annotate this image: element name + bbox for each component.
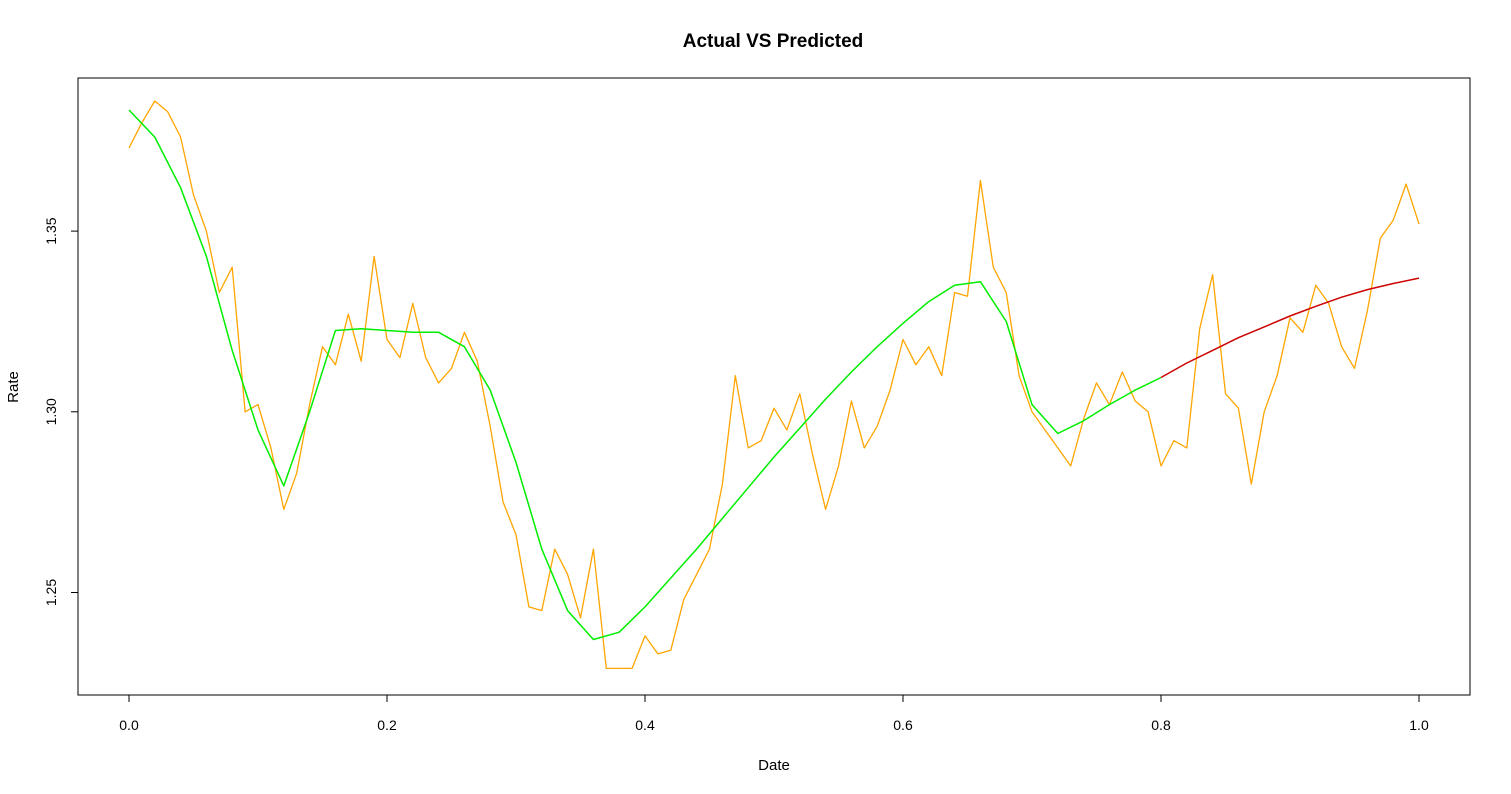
x-axis-label: Date: [758, 757, 790, 774]
series-actual-line: [128, 100, 1420, 670]
y-axis-label: Rate: [5, 371, 22, 403]
x-tick-label: 0.0: [119, 717, 139, 733]
y-axis: 1.25 1.30 1.35: [43, 217, 79, 606]
series-fitted-line: [128, 109, 1162, 641]
x-tick-label: 0.4: [635, 717, 655, 733]
x-tick-label: 1.0: [1409, 717, 1429, 733]
y-tick-label: 1.30: [43, 398, 59, 425]
x-tick-label: 0.6: [893, 717, 913, 733]
chart-title: Actual VS Predicted: [683, 31, 864, 52]
x-axis: 0.0 0.2 0.4 0.6 0.8 1.0: [119, 694, 1429, 733]
series-predicted-line: [1160, 277, 1420, 379]
x-tick-label: 0.2: [377, 717, 397, 733]
plot-frame: [77, 77, 1471, 696]
y-tick-label: 1.35: [43, 217, 59, 244]
series-layer: [128, 100, 1420, 670]
x-tick-label: 0.8: [1151, 717, 1171, 733]
y-tick-label: 1.25: [43, 579, 59, 606]
